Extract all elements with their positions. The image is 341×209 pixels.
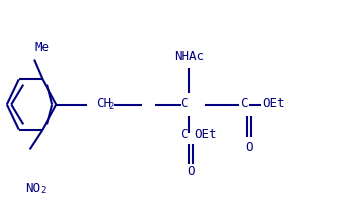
Text: O: O xyxy=(245,141,253,154)
Text: Me: Me xyxy=(34,41,49,54)
Text: C: C xyxy=(180,97,188,110)
Text: O: O xyxy=(187,165,195,178)
Text: C: C xyxy=(240,97,248,110)
Text: NHAc: NHAc xyxy=(174,50,204,63)
Text: OEt: OEt xyxy=(263,97,285,110)
Text: C: C xyxy=(180,128,188,141)
Text: CH: CH xyxy=(96,97,111,110)
Text: NO: NO xyxy=(26,182,41,195)
Text: OEt: OEt xyxy=(194,128,217,141)
Text: 2: 2 xyxy=(108,102,114,111)
Text: 2: 2 xyxy=(40,186,46,195)
